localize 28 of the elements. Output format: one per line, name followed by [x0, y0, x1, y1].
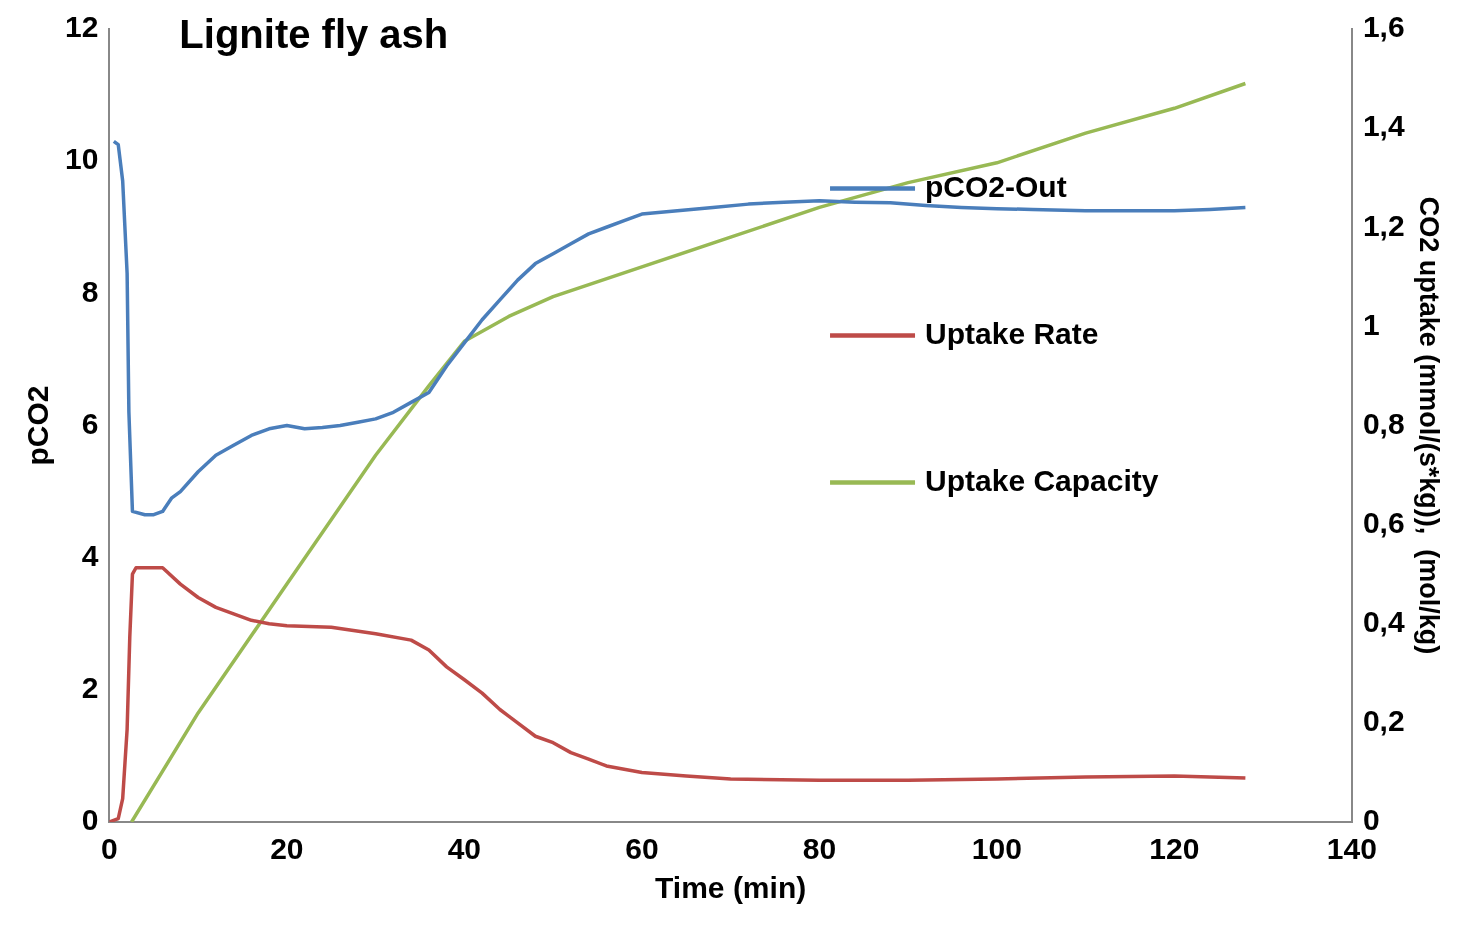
y2-tick-label: 1 — [1362, 307, 1380, 341]
y2-tick-label: 0,2 — [1362, 704, 1405, 738]
legend-label: Uptake Rate — [925, 316, 1099, 350]
x-tick-label: 120 — [1149, 832, 1200, 866]
x-tick-label: 80 — [802, 832, 837, 866]
y2-tick-label: 0,6 — [1362, 505, 1405, 539]
y2-tick-label: 1,2 — [1362, 208, 1405, 242]
y-axis-title: pCO2 — [21, 385, 55, 466]
x-tick-label: 60 — [625, 832, 659, 866]
x-tick-label: 100 — [971, 832, 1022, 866]
y2-tick-label: 0,4 — [1362, 605, 1405, 639]
y2-axis-title: CO2 uptake (mmol/(s*kg)), (mol/kg) — [1414, 196, 1445, 655]
y-tick-label: 2 — [81, 671, 99, 705]
y-tick-label: 4 — [81, 538, 99, 572]
chart-title: Lignite fly ash — [179, 12, 449, 57]
y2-tick-label: 1,4 — [1362, 109, 1405, 143]
legend-label: Uptake Capacity — [925, 463, 1159, 497]
x-axis-title: Time (min) — [655, 871, 807, 905]
y-tick-label: 12 — [64, 10, 99, 44]
y-tick-label: 8 — [81, 274, 99, 308]
y-tick-label: 10 — [64, 142, 99, 176]
y2-tick-label: 1,6 — [1362, 10, 1405, 44]
x-tick-label: 20 — [270, 832, 304, 866]
y-tick-label: 6 — [81, 406, 99, 440]
x-tick-label: 40 — [447, 832, 482, 866]
y2-tick-label: 0,8 — [1362, 406, 1405, 440]
legend-label: pCO2-Out — [925, 169, 1067, 203]
y-tick-label: 0 — [81, 803, 99, 837]
